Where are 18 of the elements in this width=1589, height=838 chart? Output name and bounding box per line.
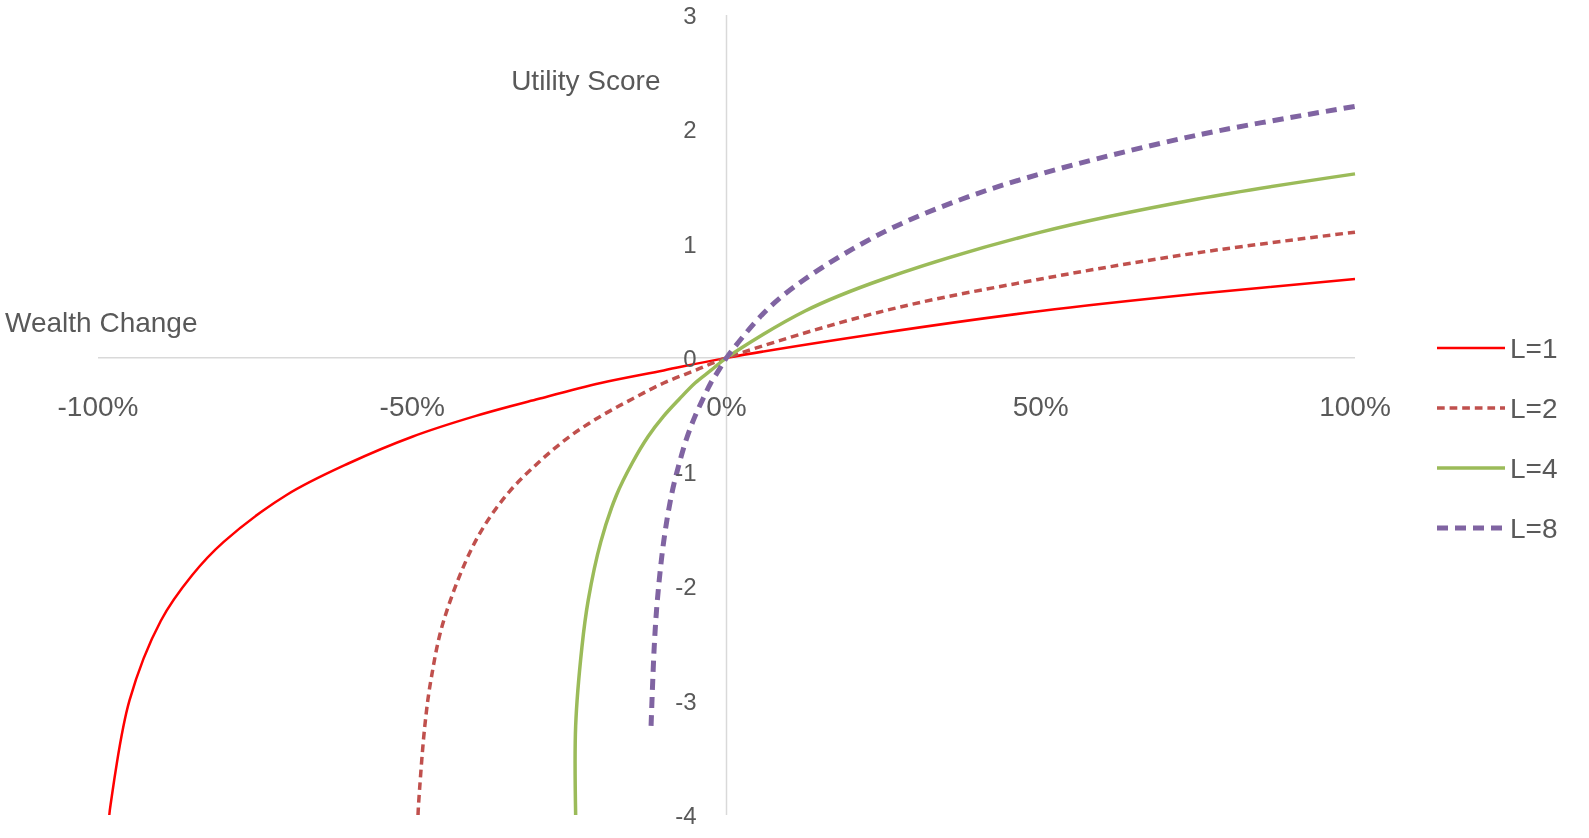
- legend-label: L=2: [1510, 393, 1558, 424]
- y-tick-label: 3: [683, 2, 697, 29]
- y-tick-label: -2: [675, 573, 697, 601]
- x-tick-label: -50%: [379, 390, 445, 422]
- x-tick-label: 50%: [1012, 390, 1069, 422]
- legend-label: L=1: [1510, 333, 1558, 364]
- y-tick-label: -4: [675, 802, 697, 829]
- legend-label: L=4: [1510, 453, 1558, 484]
- y-tick-label: 1: [683, 230, 697, 258]
- x-tick-label: -100%: [57, 390, 139, 422]
- y-axis-title: Utility Score: [511, 65, 661, 96]
- x-tick-label: 0%: [706, 390, 747, 422]
- y-tick-label: -3: [675, 687, 697, 715]
- x-axis-title: Wealth Change: [5, 306, 198, 338]
- y-tick-label: -1: [675, 459, 697, 487]
- y-tick-label: 2: [683, 116, 697, 144]
- legend-label: L=8: [1510, 513, 1558, 544]
- x-tick-label: 100%: [1319, 390, 1391, 422]
